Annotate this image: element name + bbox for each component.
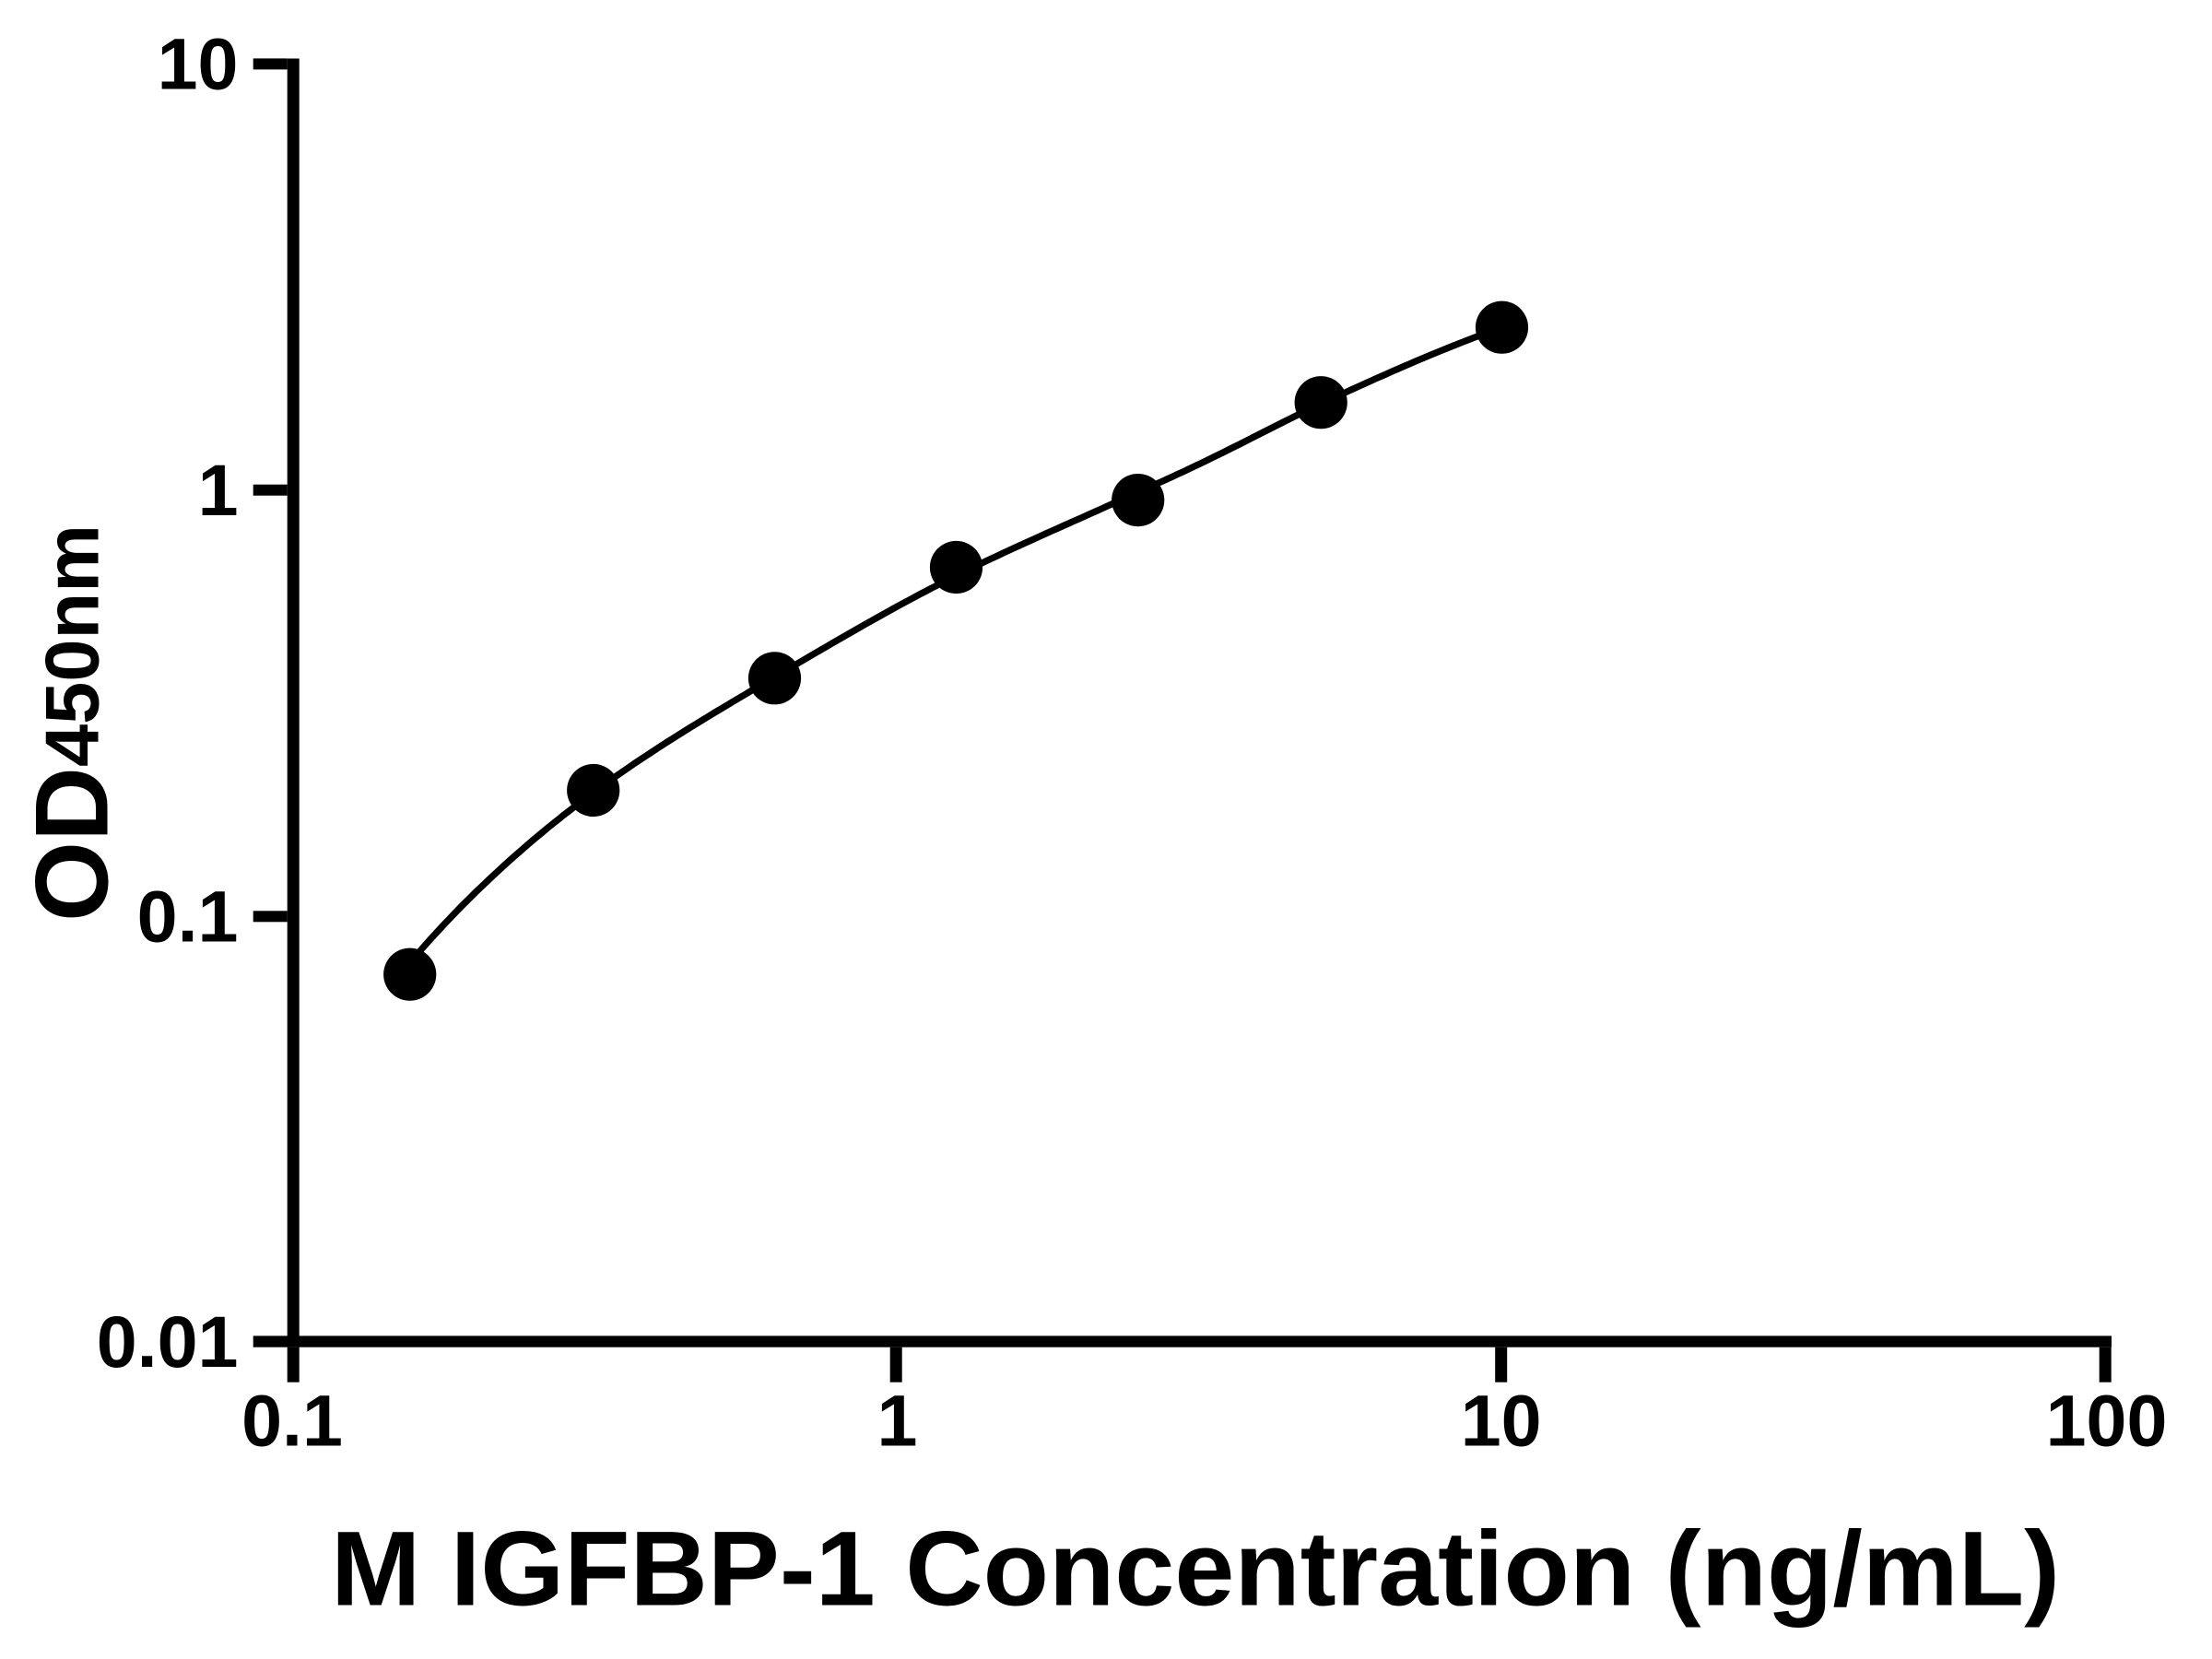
svg-text:10: 10 — [1461, 1380, 1542, 1462]
svg-text:1: 1 — [198, 449, 239, 531]
svg-text:1: 1 — [877, 1380, 918, 1462]
svg-text:10: 10 — [158, 23, 239, 105]
svg-text:0.1: 0.1 — [241, 1380, 343, 1462]
svg-text:0.01: 0.01 — [97, 1300, 239, 1382]
svg-text:0.1: 0.1 — [137, 876, 239, 958]
svg-text:M IGFBP-1 Concentration (ng/mL: M IGFBP-1 Concentration (ng/mL) — [331, 1511, 2060, 1629]
svg-text:100: 100 — [2046, 1380, 2168, 1462]
svg-text:OD450nm: OD450nm — [15, 524, 130, 922]
